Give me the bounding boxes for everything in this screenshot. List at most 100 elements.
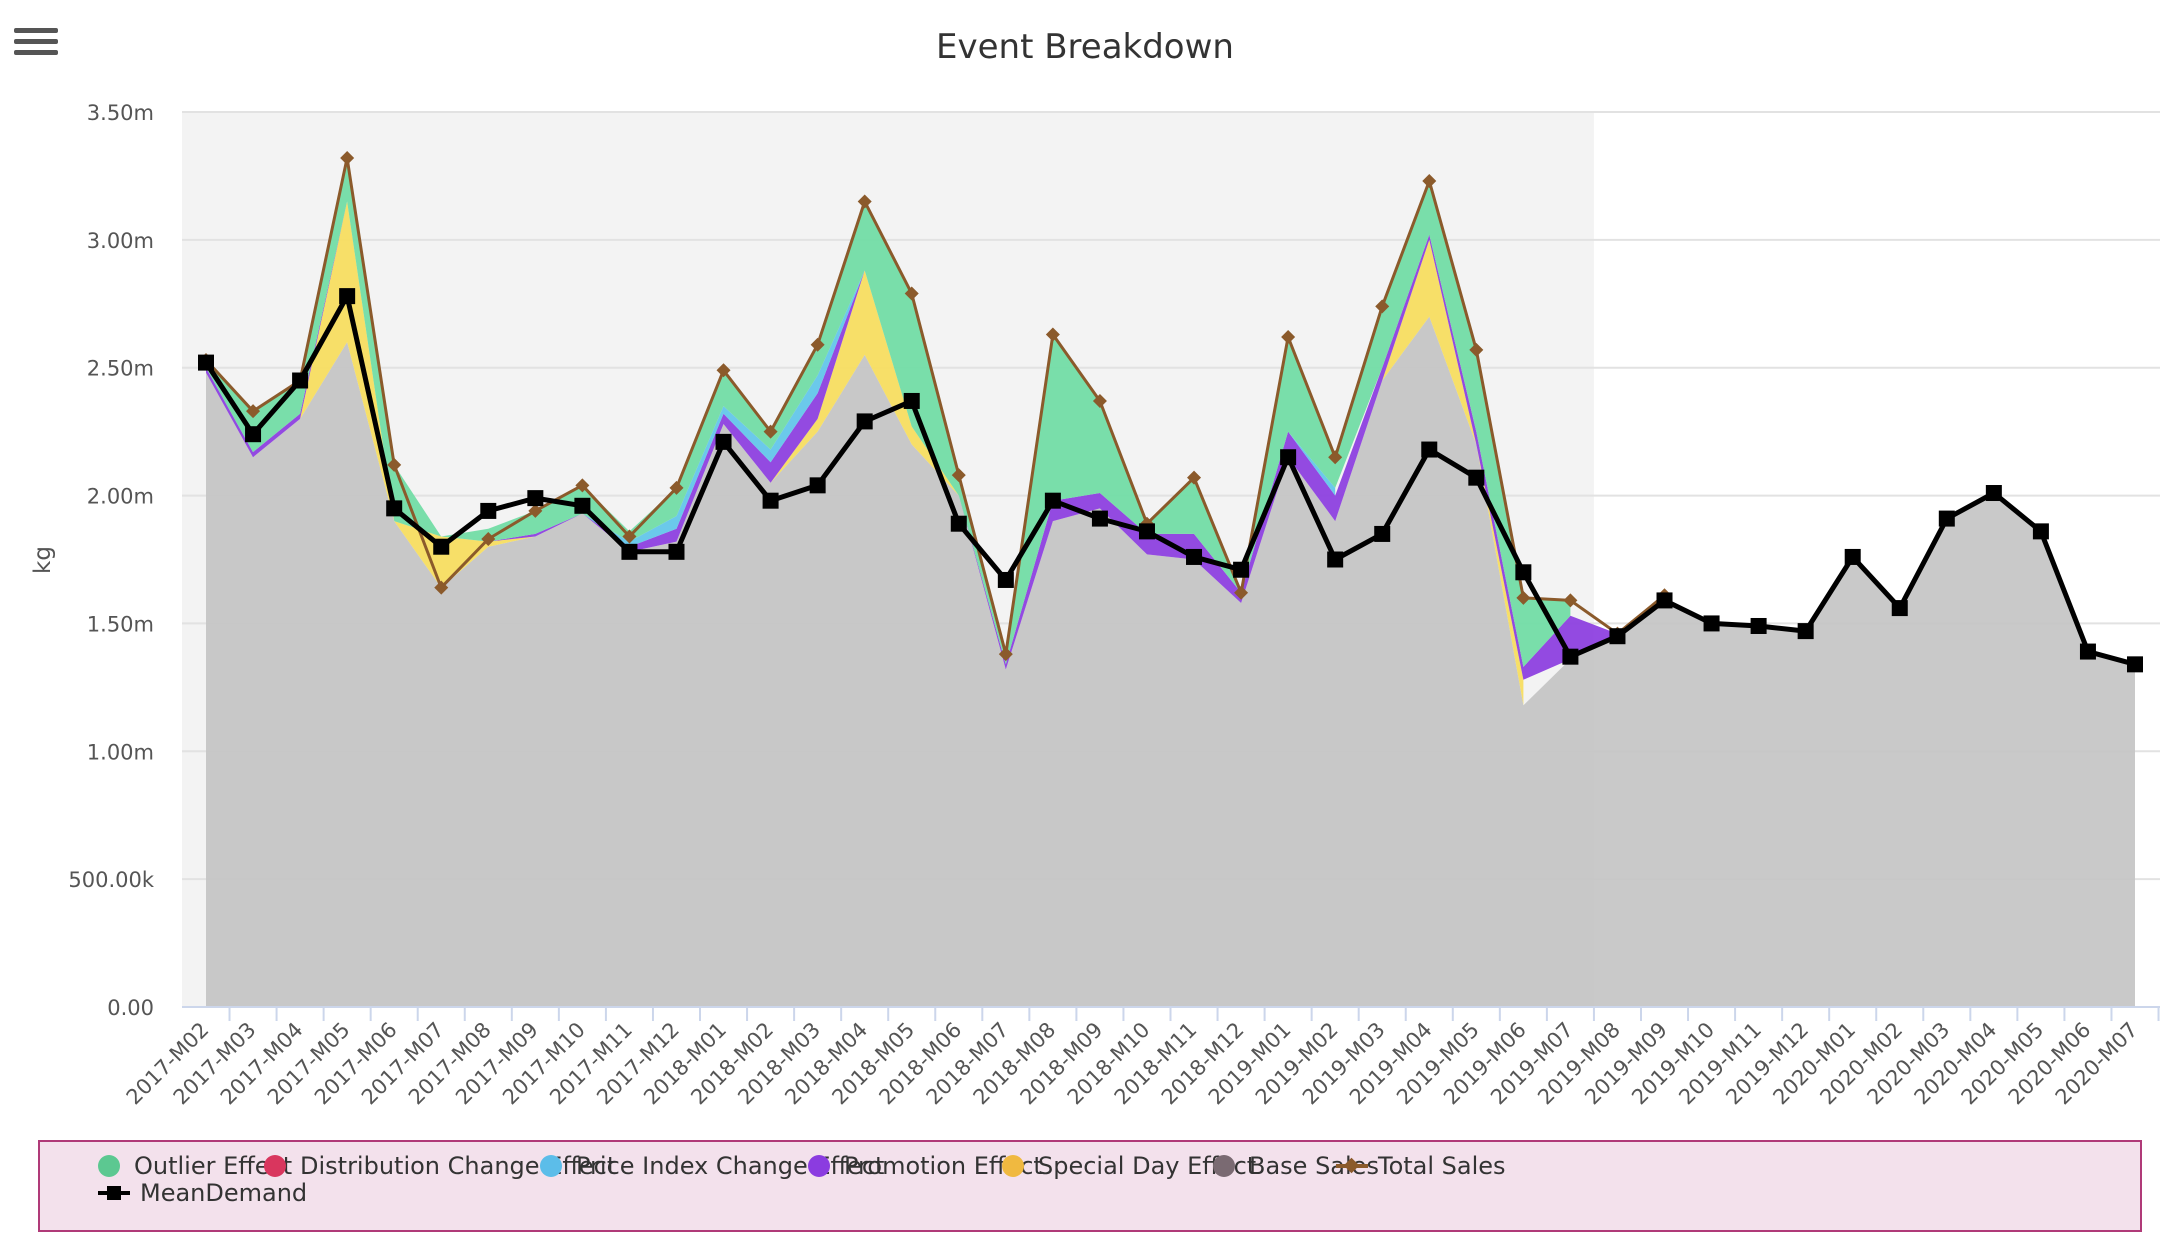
point-meandemand[interactable] — [715, 433, 732, 450]
point-meandemand[interactable] — [574, 497, 591, 514]
legend-item-total-sales[interactable]: Total Sales — [1336, 1152, 1506, 1180]
point-total-sales[interactable] — [528, 503, 543, 518]
area-special-day-effect — [206, 201, 1524, 706]
hamburger-icon-bar — [14, 28, 58, 33]
point-meandemand[interactable] — [1374, 525, 1391, 542]
point-meandemand[interactable] — [1891, 600, 1908, 617]
point-total-sales[interactable] — [340, 151, 355, 166]
point-meandemand[interactable] — [339, 288, 356, 305]
legend-item-distribution-change-effect[interactable]: Distribution Change Effect — [264, 1152, 616, 1180]
square-line-icon — [98, 1182, 130, 1204]
point-total-sales[interactable] — [481, 532, 496, 547]
point-meandemand[interactable] — [1515, 564, 1532, 581]
legend-label: Distribution Change Effect — [300, 1152, 617, 1180]
point-total-sales[interactable] — [1187, 470, 1202, 485]
point-meandemand[interactable] — [809, 477, 826, 494]
point-meandemand[interactable] — [1421, 441, 1438, 458]
point-total-sales[interactable] — [622, 529, 637, 544]
point-total-sales[interactable] — [1045, 327, 1060, 342]
point-meandemand[interactable] — [903, 392, 920, 409]
point-total-sales[interactable] — [904, 286, 919, 301]
point-total-sales[interactable] — [998, 647, 1013, 662]
y-tick-label: 3.00m — [87, 229, 154, 253]
point-total-sales[interactable] — [1422, 174, 1437, 189]
point-meandemand[interactable] — [527, 490, 544, 507]
point-total-sales[interactable] — [763, 424, 778, 439]
chart-title: Event Breakdown — [936, 27, 1234, 67]
point-meandemand[interactable] — [480, 502, 497, 519]
legend-label: Price Index Change Effect — [576, 1152, 885, 1180]
area-outlier-effect — [206, 158, 1571, 667]
point-total-sales[interactable] — [1234, 585, 1249, 600]
point-total-sales[interactable] — [1328, 450, 1343, 465]
point-meandemand[interactable] — [762, 492, 779, 509]
y-tick-label: 1.00m — [87, 740, 154, 764]
diamond-line-icon — [1336, 1155, 1368, 1177]
point-meandemand[interactable] — [1044, 492, 1061, 509]
point-meandemand[interactable] — [386, 500, 403, 517]
point-total-sales[interactable] — [387, 457, 402, 472]
legend-marker — [107, 1186, 121, 1200]
point-meandemand[interactable] — [198, 354, 214, 371]
point-meandemand[interactable] — [997, 571, 1014, 588]
legend-label: MeanDemand — [140, 1179, 308, 1207]
legend-label: Total Sales — [1378, 1152, 1506, 1180]
point-meandemand[interactable] — [1233, 561, 1250, 578]
point-meandemand[interactable] — [621, 543, 638, 560]
point-meandemand[interactable] — [1609, 628, 1626, 645]
point-meandemand[interactable] — [1138, 523, 1155, 540]
legend-dot-icon — [98, 1155, 120, 1177]
point-total-sales[interactable] — [246, 404, 261, 419]
point-meandemand[interactable] — [856, 413, 873, 430]
point-meandemand[interactable] — [1797, 623, 1814, 640]
y-tick-label: 3.50m — [87, 101, 154, 125]
legend-dot-icon — [808, 1155, 830, 1177]
point-total-sales[interactable] — [951, 468, 966, 483]
point-total-sales[interactable] — [1281, 330, 1296, 345]
point-meandemand[interactable] — [1938, 510, 1955, 527]
point-meandemand[interactable] — [292, 372, 309, 389]
point-meandemand[interactable] — [1703, 615, 1720, 632]
y-tick-label: 2.00m — [87, 485, 154, 509]
legend-dot-icon — [1002, 1155, 1024, 1177]
point-meandemand[interactable] — [2079, 643, 2096, 660]
point-meandemand[interactable] — [433, 538, 450, 555]
point-total-sales[interactable] — [1469, 342, 1484, 357]
point-meandemand[interactable] — [1468, 469, 1485, 486]
hamburger-icon-bar — [14, 50, 58, 55]
point-meandemand[interactable] — [1750, 617, 1767, 634]
point-total-sales[interactable] — [434, 580, 449, 595]
legend-marker — [1343, 1157, 1360, 1174]
point-meandemand[interactable] — [2127, 656, 2143, 673]
point-total-sales[interactable] — [669, 480, 684, 495]
legend-item-meandemand[interactable]: MeanDemand — [98, 1179, 307, 1207]
point-total-sales[interactable] — [810, 337, 825, 352]
point-meandemand[interactable] — [1844, 548, 1861, 565]
line-total-sales — [204, 156, 1666, 656]
point-meandemand[interactable] — [2032, 523, 2049, 540]
point-total-sales[interactable] — [1516, 590, 1531, 605]
point-meandemand[interactable] — [245, 426, 262, 443]
hamburger-icon-bar — [14, 39, 58, 44]
y-tick-label: 500.00k — [68, 868, 154, 892]
point-total-sales[interactable] — [857, 194, 872, 209]
point-total-sales[interactable] — [575, 478, 590, 493]
point-total-sales[interactable] — [1092, 393, 1107, 408]
point-meandemand[interactable] — [1656, 592, 1673, 609]
point-meandemand[interactable] — [1985, 485, 2002, 502]
point-meandemand[interactable] — [668, 543, 685, 560]
point-meandemand[interactable] — [1562, 648, 1579, 665]
point-total-sales[interactable] — [1563, 593, 1578, 608]
legend-dot-icon — [264, 1155, 286, 1177]
chart-menu-button[interactable] — [14, 28, 58, 68]
point-meandemand[interactable] — [1091, 510, 1108, 527]
area-base-sales — [206, 316, 2135, 1008]
point-meandemand[interactable] — [950, 515, 967, 532]
legend-item-price-index-change-effect[interactable]: Price Index Change Effect — [540, 1152, 884, 1180]
point-total-sales[interactable] — [1375, 299, 1390, 314]
point-meandemand[interactable] — [1280, 449, 1297, 466]
point-meandemand[interactable] — [1186, 548, 1203, 565]
point-total-sales[interactable] — [716, 363, 731, 378]
point-meandemand[interactable] — [1327, 551, 1344, 568]
